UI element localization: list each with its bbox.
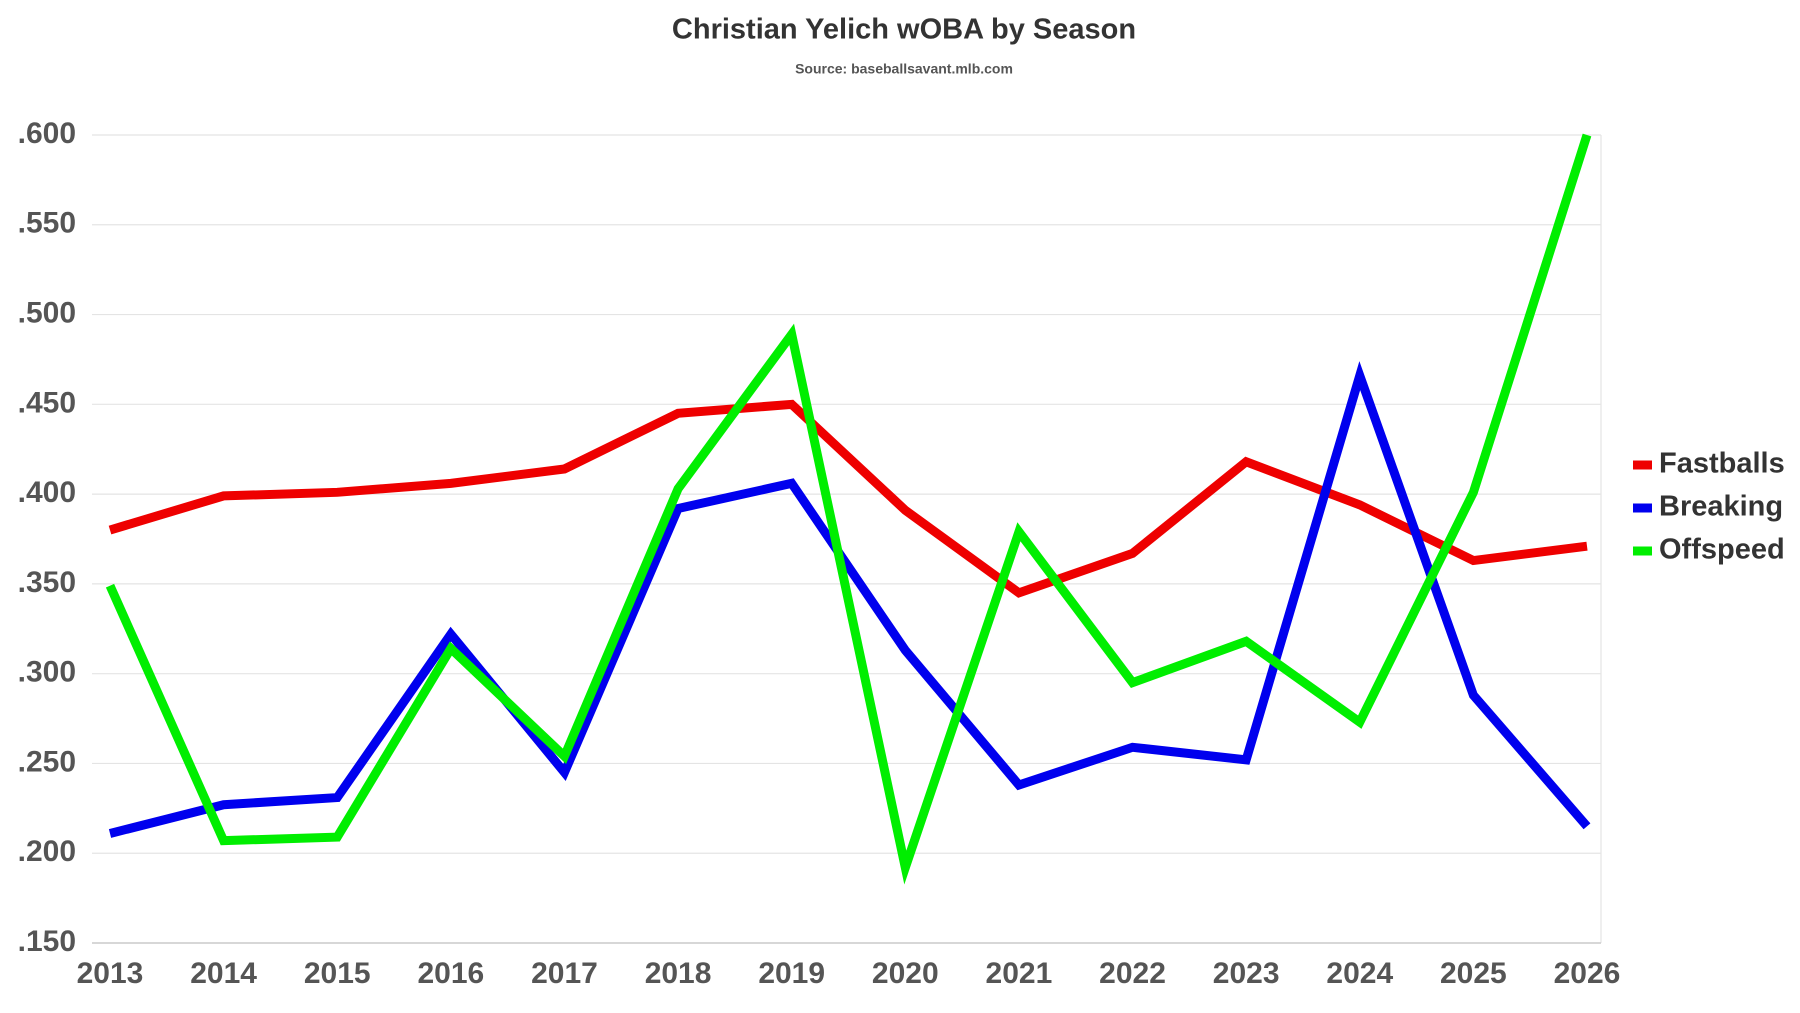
y-tick-label: .600 <box>18 117 76 150</box>
legend-label: Breaking <box>1659 491 1783 523</box>
y-tick-label: .200 <box>18 835 76 868</box>
chart-title: Christian Yelich wOBA by Season <box>672 14 1136 46</box>
x-tick-label: 2021 <box>986 957 1053 990</box>
legend-label: Fastballs <box>1659 448 1785 480</box>
x-tick-label: 2025 <box>1440 957 1507 990</box>
x-tick-label: 2026 <box>1554 957 1621 990</box>
x-tick-label: 2024 <box>1326 957 1393 990</box>
x-tick-label: 2022 <box>1099 957 1166 990</box>
legend-label: Offspeed <box>1659 534 1785 566</box>
x-tick-label: 2018 <box>645 957 712 990</box>
y-tick-label: .550 <box>18 207 76 240</box>
y-tick-label: .300 <box>18 656 76 689</box>
x-tick-label: 2020 <box>872 957 939 990</box>
x-tick-label: 2016 <box>417 957 484 990</box>
y-tick-label: .150 <box>18 925 76 958</box>
y-tick-label: .250 <box>18 745 76 778</box>
chart-subtitle: Source: baseballsavant.mlb.com <box>795 61 1013 77</box>
x-tick-label: 2019 <box>758 957 825 990</box>
x-tick-label: 2014 <box>190 957 257 990</box>
series-line <box>108 361 1591 838</box>
y-tick-label: .500 <box>18 296 76 329</box>
y-tick-label: .400 <box>18 476 76 509</box>
x-tick-label: 2023 <box>1213 957 1280 990</box>
series-line <box>105 133 1592 885</box>
y-tick-label: .450 <box>18 386 76 419</box>
series-line <box>108 399 1588 598</box>
x-tick-label: 2013 <box>77 957 144 990</box>
x-tick-label: 2015 <box>304 957 371 990</box>
x-tick-label: 2017 <box>531 957 598 990</box>
y-tick-label: .350 <box>18 566 76 599</box>
